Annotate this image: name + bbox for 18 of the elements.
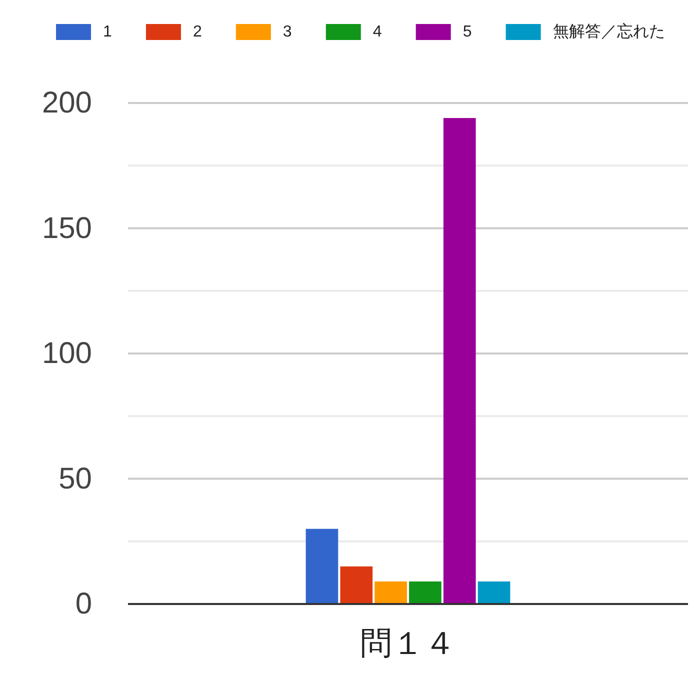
y-tick-label: 0	[75, 588, 92, 620]
y-tick-label: 50	[58, 462, 92, 496]
legend-label: 無解答／忘れた	[552, 22, 665, 40]
bar	[478, 581, 510, 604]
y-tick-label: 100	[42, 337, 92, 370]
x-tick-label: 問１４	[360, 625, 456, 661]
bar	[306, 528, 338, 604]
y-tick-label: 150	[42, 212, 92, 245]
y-tick-label: 200	[42, 86, 92, 120]
legend-label: 3	[282, 24, 292, 40]
legend-label: 1	[103, 24, 112, 40]
legend-label: 2	[192, 24, 202, 40]
legend-label: 4	[372, 24, 382, 40]
legend-label: 5	[462, 24, 472, 40]
bar	[340, 566, 373, 604]
bar	[409, 581, 442, 604]
bar	[443, 118, 476, 604]
bar	[374, 581, 407, 604]
